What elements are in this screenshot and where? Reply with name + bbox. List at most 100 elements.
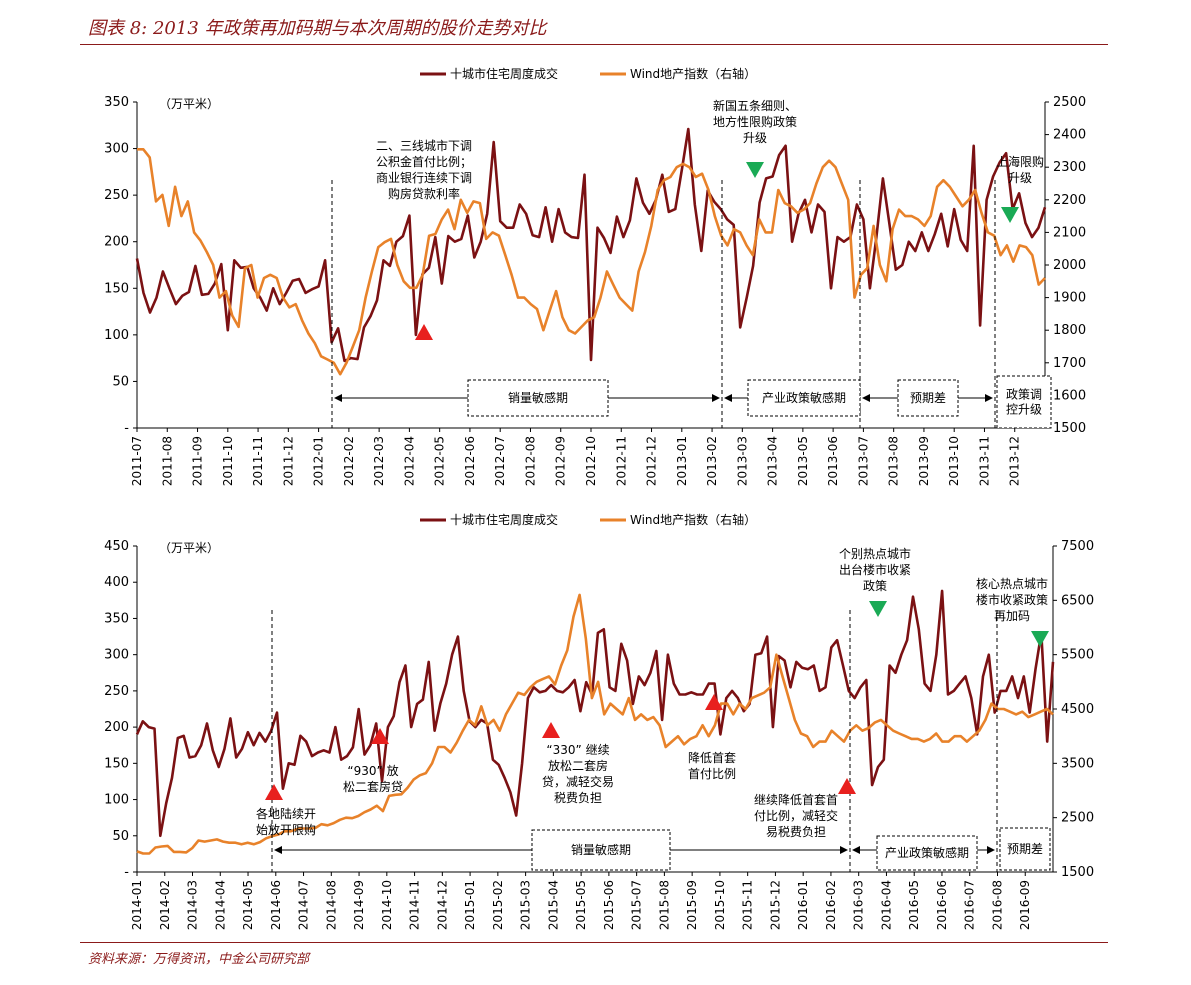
chart1-x-tick-label: 2013-08 — [887, 436, 901, 486]
chart1-y-right-tick-label: 2100 — [1053, 225, 1086, 240]
chart1-period-box — [747, 379, 861, 417]
chart1-x-tick-label: 2013-05 — [796, 436, 810, 486]
chart1-period-label: 政策调 — [1006, 388, 1042, 402]
chart1-x-tick-label: 2013-07 — [856, 436, 870, 486]
chart2-annotation-text: 各地陆续开 — [256, 806, 316, 821]
chart1-annotation-text: 上海限购 — [996, 154, 1044, 169]
chart2-y-right-tick-label: 5500 — [1061, 648, 1094, 663]
chart2-period-box — [999, 827, 1051, 871]
chart2-annotation-text: 首付比例 — [688, 767, 736, 781]
chart2-x-tick-label: 2015-06 — [602, 880, 616, 930]
chart1-y-left-tick-label: 350 — [104, 95, 129, 110]
chart2-x-tick-label: 2015-08 — [657, 880, 671, 930]
chart2-annotation-text: 楼市收紧政策 — [976, 592, 1048, 607]
chart2-period-arrowhead-left — [852, 846, 860, 854]
chart2-x-tick-label: 2016-05 — [907, 880, 921, 930]
chart2-x-tick-label: 2014-06 — [269, 880, 283, 930]
chart2-x-tick-label: 2014-09 — [352, 880, 366, 930]
chart1-legend-label-left: 十城市住宅周度成交 — [450, 66, 558, 81]
chart2-annotation-text: 降低首套 — [688, 751, 736, 765]
chart1-x-tick-label: 2011-09 — [191, 436, 205, 486]
chart1-annotation-text: 购房贷款利率 — [388, 186, 460, 201]
chart2-x-tick-label: 2014-08 — [324, 880, 338, 930]
chart1-y-left-tick-label: 150 — [104, 281, 129, 296]
chart2-x-tick-label: 2014-03 — [186, 880, 200, 930]
chart1-x-tick-label: 2012-06 — [463, 436, 477, 486]
chart1-policy-easing-marker — [415, 324, 433, 340]
chart1-series-index-line — [137, 148, 1046, 376]
source-rule — [80, 942, 1108, 943]
chart1-y-left-tick-label: 100 — [104, 328, 129, 343]
chart2-period-label: 产业政策敏感期 — [885, 845, 969, 860]
chart2-policy-easing-marker — [542, 722, 560, 738]
chart1-y-right-tick-label: 1800 — [1053, 323, 1086, 338]
chart1-x-tick-label: 2012-01 — [312, 436, 326, 486]
chart2-y-left-tick-label: 400 — [104, 575, 129, 590]
chart1-period-box — [467, 379, 609, 417]
chart2-policy-easing-marker — [705, 694, 723, 710]
chart1-y-left-tick-label: 200 — [104, 235, 129, 250]
chart2-y-left-tick-label: 100 — [104, 793, 129, 808]
chart2-period-label: 预期差 — [1007, 842, 1043, 856]
chart1-annotation-text: 升级 — [743, 131, 767, 145]
chart2-policy-tightening-marker — [869, 601, 887, 617]
chart1-y-unit-label: （万平米） — [159, 97, 219, 111]
chart2-series-index-line — [136, 593, 1054, 855]
chart1-period-arrowhead-left — [724, 394, 732, 402]
chart1-x-tick-label: 2013-12 — [1008, 436, 1022, 486]
chart2-period-label: 销量敏感期 — [571, 842, 631, 857]
chart2-period-arrowhead-right — [987, 846, 995, 854]
chart1-x-tick-label: 2013-11 — [977, 436, 991, 486]
chart1-period-label: 预期差 — [910, 391, 946, 405]
chart2-x-tick-label: 2015-05 — [574, 880, 588, 930]
chart2-x-tick-label: 2015-09 — [685, 880, 699, 930]
chart2-annotation-text: 再加码 — [994, 609, 1030, 623]
chart2-annotation-text: 松二套房贷 — [343, 779, 403, 794]
chart1-legend-label-right: Wind地产指数（右轴） — [630, 66, 756, 81]
chart1-period-label: 销量敏感期 — [508, 390, 568, 405]
chart1-x-tick-label: 2012-09 — [554, 436, 568, 486]
chart1-y-right-tick-label: 1700 — [1053, 356, 1086, 371]
chart1-x-tick-label: 2013-09 — [917, 436, 931, 486]
chart1-x-tick-label: 2012-03 — [372, 436, 386, 486]
chart1-period-label: 控升级 — [1006, 403, 1042, 417]
chart2-x-tick-label: 2015-02 — [491, 880, 505, 930]
chart2-x-tick-label: 2015-01 — [463, 880, 477, 930]
chart1-x-tick-label: 2012-04 — [402, 436, 416, 486]
title-rule — [80, 44, 1108, 45]
chart1-x-tick-label: 2013-06 — [826, 436, 840, 486]
chart1-annotation-text: 公积金首付比例； — [376, 154, 472, 169]
chart2-annotation-text: 出台楼市收紧 — [839, 562, 911, 577]
chart1-period-arrowhead-left — [334, 394, 342, 402]
chart1-y-right-tick-label: 2400 — [1053, 128, 1086, 143]
chart1-policy-tightening-marker — [746, 162, 764, 178]
chart2-policy-tightening-marker — [1031, 631, 1049, 647]
chart1-annotation-text: 二、三线城市下调 — [376, 138, 472, 153]
chart2-x-tick-label: 2014-10 — [380, 880, 394, 930]
chart2-annotation-text: 政策 — [863, 579, 887, 593]
chart1-annotation-text: 地方性限购政策 — [713, 114, 797, 129]
chart2-y-left-tick-label: 450 — [104, 539, 129, 554]
chart2-policy-easing-marker — [838, 778, 856, 794]
chart2-annotation-text: 付比例，减轻交 — [754, 808, 838, 823]
chart1-x-tick-label: 2013-01 — [675, 436, 689, 486]
chart1-x-tick-label: 2011-07 — [130, 436, 144, 486]
chart1-period-arrowhead-right — [985, 394, 993, 402]
chart2-annotation-text: 核心热点城市 — [976, 576, 1048, 591]
chart2-x-tick-label: 2016-06 — [935, 880, 949, 930]
chart2-y-left-tick-label: - — [124, 865, 129, 880]
chart2-x-tick-label: 2014-05 — [241, 880, 255, 930]
chart1-x-tick-label: 2012-12 — [645, 436, 659, 486]
chart2-y-right-tick-label: 2500 — [1061, 811, 1094, 826]
chart2-x-tick-label: 2014-01 — [130, 880, 144, 930]
chart2-period-box — [876, 835, 978, 871]
chart2-y-right-tick-label: 4500 — [1061, 702, 1094, 717]
chart2-x-tick-label: 2016-03 — [852, 880, 866, 930]
chart1-x-tick-label: 2011-11 — [251, 436, 265, 486]
chart2-x-tick-label: 2014-12 — [435, 880, 449, 930]
chart1-y-right-tick-label: 2000 — [1053, 258, 1086, 273]
chart2-annotation-text: 放松二套房 — [548, 758, 608, 773]
chart1-x-tick-label: 2012-08 — [523, 436, 537, 486]
chart1-y-left-tick-label: - — [124, 421, 129, 436]
